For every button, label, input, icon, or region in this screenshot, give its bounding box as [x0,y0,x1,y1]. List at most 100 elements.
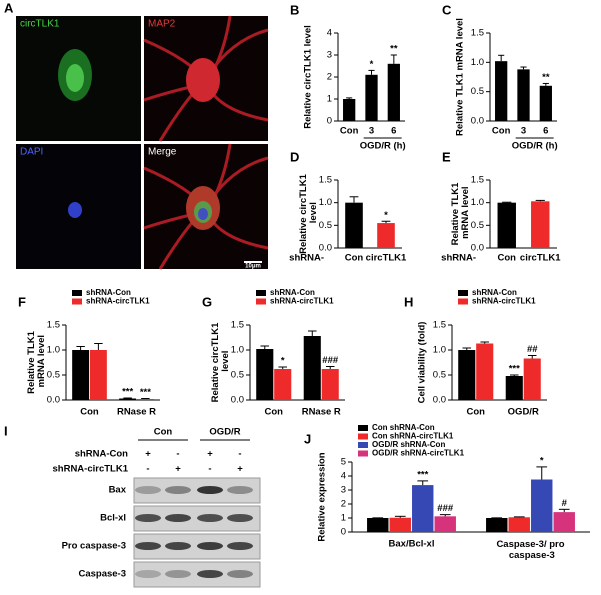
x-tick-label: Con [340,126,359,137]
x-tick-label: circTLK1 [366,253,407,264]
significance-label: * [281,356,285,367]
bar [389,517,411,532]
y-tick-label: 0.0 [47,395,60,406]
legend-swatch [458,290,468,296]
blot-band [165,570,191,578]
bar [531,479,553,532]
microscopy-panel [16,15,269,270]
cell-signal [66,64,84,92]
bar [343,99,356,121]
y-axis-label: Relative TLK1 mRNA level [450,182,471,246]
y-tick-label: 0.5 [319,220,332,231]
x-prefix-label: shRNA- [289,253,324,264]
blot-band [227,486,253,494]
channel-label: Merge [148,147,177,158]
band-label: Pro caspase-3 [62,541,126,552]
y-tick-label: 3 [341,485,346,496]
legend-label: Con shRNA-Con [372,423,435,432]
y-tick-label: 0.5 [471,220,484,231]
x-tick-label: 3 [369,126,374,137]
bar [365,74,378,121]
condition-sign: + [175,464,181,475]
significance-label: *** [417,469,428,480]
significance-label: * [384,210,388,221]
y-axis-label: Relative circTLK1 level [210,322,231,402]
x-tick-label: 3 [521,126,526,137]
bar [367,518,389,532]
y-axis-label: Relative TLK1 mRNA level [26,330,47,394]
condition-sign: - [238,449,241,460]
y-tick-label: 1.0 [319,197,332,208]
legend-label: shRNA-circTLK1 [86,297,150,306]
x-prefix-label: shRNA- [441,253,476,264]
y-tick-label: 0 [327,116,332,127]
significance-label: ** [390,44,398,55]
band-label: Bax [109,485,127,496]
y-tick-label: 0 [341,527,346,538]
significance-label: # [562,498,568,509]
bar [377,223,395,248]
bar [458,350,476,400]
x-tick-label: Caspase-3/ pro caspase-3 [496,539,564,561]
y-tick-label: 4 [327,28,332,39]
significance-label: * [540,455,544,466]
condition-sign: - [208,464,211,475]
legend-swatch [72,298,82,305]
y-axis-label: Relative TLK1 mRNA level [455,18,466,136]
panel-letter: B [290,2,299,17]
y-tick-label: 1.5 [471,175,484,186]
cell-body [186,58,220,102]
y-tick-label: 1 [327,94,332,105]
blot-band [227,514,253,522]
significance-label: ### [437,503,454,514]
channel-label: DAPI [20,147,43,158]
legend-label: OGD/R shRNA-Con [372,440,445,449]
bar [303,336,321,400]
bar [553,512,575,532]
x-tick-label: Con [467,407,486,418]
bar [497,202,516,248]
condition-label: shRNA-circTLK1 [53,464,129,475]
x-tick-label: 6 [391,126,396,137]
legend-swatch [358,433,368,440]
panel-letter: D [290,149,299,164]
panel-letter: G [202,294,212,309]
bar [508,517,530,532]
y-tick-label: 0.0 [319,243,332,254]
bar [387,63,400,121]
bar [434,516,456,532]
y-tick-label: 0.5 [433,370,446,381]
condition-sign: + [207,449,213,460]
blot-band [135,486,161,494]
band-label: Bcl-xl [100,513,126,524]
bar [476,343,494,400]
condition-label: shRNA-Con [75,449,128,460]
bar [486,518,508,532]
y-tick-label: 3 [327,50,332,61]
bar [531,201,550,248]
blot-band [165,514,191,522]
blot-band [227,542,253,550]
blot-band [135,514,161,522]
channel-label: circTLK1 [20,19,60,30]
condition-sign: + [237,464,243,475]
y-tick-label: 5 [341,457,346,468]
y-tick-label: 0.5 [231,370,244,381]
group-label: OGD/R [209,427,240,438]
bar [523,358,541,400]
blot-band [135,570,161,578]
significance-label: ## [527,344,538,355]
x-tick-label: 6 [543,126,548,137]
y-tick-label: 1 [341,513,346,524]
y-axis-label: Relative circTLK1 level [298,173,319,253]
bar [412,485,434,532]
y-axis-label: Relative circTLK1 level [303,25,314,129]
group-label: Con [154,427,173,438]
legend-swatch [458,298,468,305]
y-tick-label: 1.0 [231,345,244,356]
significance-label: * [370,59,374,70]
significance-label: ** [542,72,550,83]
blot-band [165,486,191,494]
